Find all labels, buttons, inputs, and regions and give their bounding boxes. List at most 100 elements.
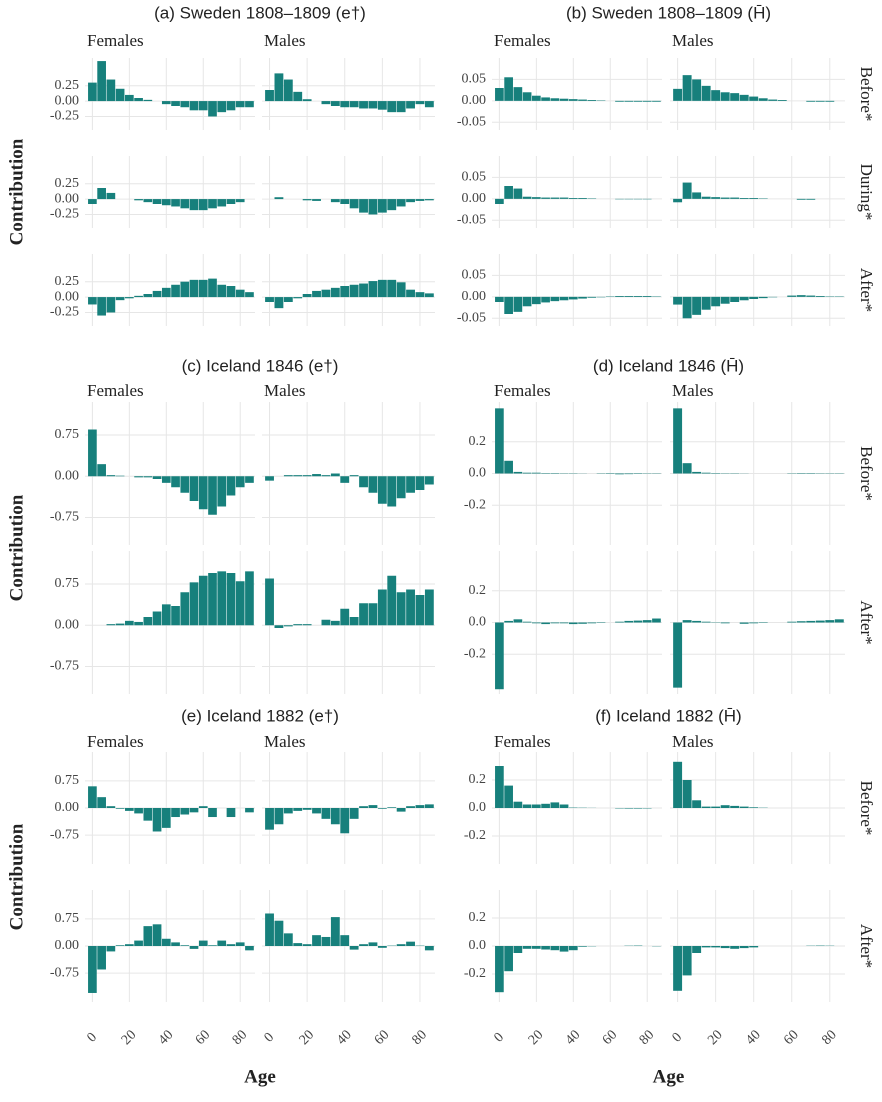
bar [125, 297, 134, 299]
bar [143, 808, 153, 821]
bar [513, 188, 523, 199]
bar [559, 197, 569, 199]
bar [377, 279, 387, 298]
bar [587, 622, 597, 624]
bar [106, 297, 116, 313]
bar [293, 624, 303, 626]
bar [522, 621, 532, 623]
bar [559, 98, 569, 101]
bar [274, 197, 284, 200]
bar [97, 464, 106, 477]
y-tick-label: 0.00 [55, 468, 80, 483]
bar [293, 808, 303, 811]
bar [171, 808, 180, 818]
bar [749, 946, 759, 948]
y-tick-label: 0.00 [55, 93, 80, 108]
bar [711, 90, 721, 101]
y-tick-label: -0.05 [457, 213, 486, 228]
bar [692, 471, 702, 474]
bar [368, 603, 378, 626]
bar [692, 620, 702, 623]
bar [283, 933, 293, 946]
row-label: Before* [857, 446, 876, 501]
bar [701, 85, 711, 101]
bar [711, 946, 721, 948]
bar [245, 292, 254, 298]
bar [568, 946, 578, 951]
bar [321, 619, 331, 626]
bar [330, 473, 340, 477]
bar [396, 101, 406, 113]
bar [532, 804, 541, 808]
bar [692, 296, 702, 315]
bar [624, 296, 634, 297]
x-tick-label: 0 [491, 1030, 507, 1046]
bar [208, 199, 217, 209]
bar [189, 199, 199, 211]
bar [406, 101, 415, 109]
bar [349, 946, 359, 950]
bar [387, 476, 397, 507]
bar [513, 946, 523, 953]
bar [115, 297, 125, 301]
bar [134, 621, 143, 626]
x-axis-label: Age [653, 1066, 685, 1087]
x-tick-label: 0 [670, 1030, 686, 1046]
bar [504, 460, 513, 474]
bar [283, 475, 293, 477]
bar [796, 198, 806, 200]
chart-title: (a) Sweden 1808–1809 (e†) [154, 3, 366, 22]
bar [161, 199, 171, 206]
bar [532, 622, 541, 624]
bar [134, 808, 143, 814]
bar [312, 199, 321, 201]
bar [387, 279, 397, 298]
bar [171, 284, 180, 298]
bar [359, 476, 368, 488]
bar [642, 296, 652, 297]
bar [692, 946, 702, 953]
bar [143, 926, 153, 946]
bar [134, 295, 143, 298]
bar [235, 476, 245, 488]
bar [198, 476, 208, 510]
bar [652, 100, 661, 102]
bar [293, 475, 303, 477]
bar [161, 476, 171, 483]
bar [377, 476, 387, 504]
row-label: Before* [857, 781, 876, 836]
bar [115, 623, 125, 626]
bar [245, 571, 254, 626]
x-tick-label: 60 [781, 1028, 802, 1049]
y-tick-label: 0.75 [55, 911, 80, 926]
bar [513, 296, 523, 312]
bar [171, 606, 180, 626]
bar [152, 476, 162, 479]
bar [340, 935, 350, 946]
bar [321, 936, 331, 946]
bar [377, 199, 387, 213]
bar [550, 802, 560, 808]
bar [125, 808, 134, 811]
bar [673, 296, 683, 305]
bar [106, 475, 116, 477]
x-tick-label: 60 [193, 1028, 214, 1049]
bar [180, 808, 190, 815]
bar [550, 296, 560, 302]
bar [134, 98, 143, 102]
bar [495, 408, 504, 474]
bar [532, 296, 541, 305]
facet-label: Females [87, 31, 144, 50]
bar [180, 945, 190, 946]
bar [504, 620, 513, 623]
bar [312, 808, 321, 814]
y-tick-label: 0.2 [469, 772, 487, 787]
bar [180, 281, 190, 298]
x-tick-label: 20 [119, 1028, 140, 1049]
bar [730, 93, 740, 101]
bar [312, 935, 321, 946]
bar [143, 199, 153, 203]
bar [406, 941, 415, 946]
bar [504, 296, 513, 314]
bar [349, 199, 359, 209]
